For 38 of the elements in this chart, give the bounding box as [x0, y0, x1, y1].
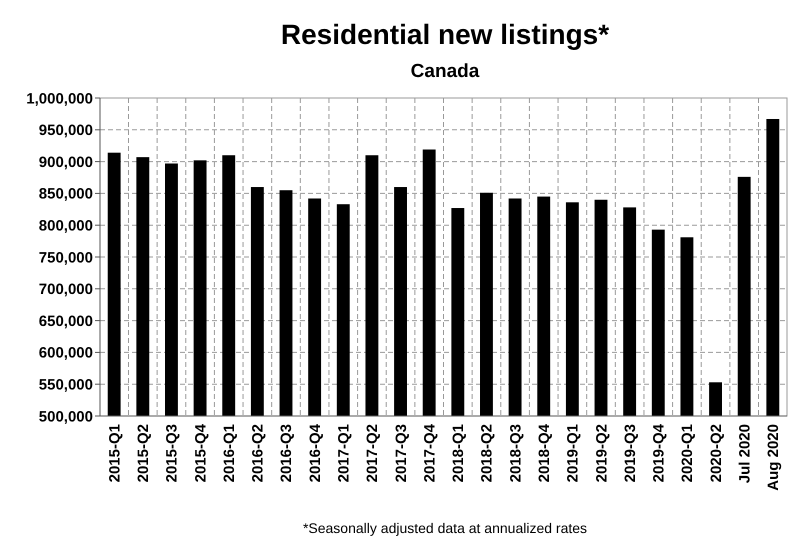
x-tick-label: 2020-Q2: [708, 424, 725, 482]
y-tick-label: 950,000: [38, 122, 93, 140]
x-tick-label: 2016-Q3: [278, 424, 296, 482]
text: *Seasonally adjusted data at annualized rates: [302, 520, 588, 536]
x-tick-label: 2016-Q1: [220, 424, 238, 482]
chart-title: Residential new listings*: [280, 19, 610, 50]
x-tick-label: 2019-Q1: [564, 424, 582, 482]
y-tick-label: 650,000: [38, 312, 93, 330]
y-tick-label: 550,000: [38, 376, 93, 394]
y-tick-label: 700,000: [38, 281, 93, 298]
y-tick-label: 900,000: [38, 154, 93, 171]
x-tick-label: 2018-Q1: [450, 424, 468, 482]
x-tick-label: 2016-Q2: [250, 424, 267, 482]
x-tick-label: 2020-Q1: [679, 424, 696, 482]
x-tick-label: Jul 2020: [736, 424, 754, 484]
x-tick-label: 2015-Q1: [106, 424, 124, 482]
x-tick-label: 2017-Q4: [421, 423, 438, 482]
x-tick-label: 2019-Q2: [593, 424, 610, 482]
y-tick-label: 500,000: [38, 408, 93, 426]
x-tick-label: 2018-Q4: [536, 423, 553, 482]
y-tick-label: 600,000: [38, 344, 93, 362]
x-tick-label: 2018-Q3: [507, 424, 524, 482]
x-tick-label: 2019-Q3: [622, 424, 639, 482]
x-tick-label: 2016-Q4: [306, 423, 324, 482]
x-tick-label: 2019-Q4: [650, 423, 668, 482]
x-tick-label: 2015-Q3: [164, 424, 181, 482]
x-tick-label: 2018-Q2: [478, 424, 496, 482]
y-tick-label: 800,000: [38, 217, 93, 234]
x-tick-label: 2015-Q2: [135, 424, 152, 482]
x-tick-label: 2015-Q4: [192, 423, 210, 482]
chart-subtitle: Canada: [410, 61, 480, 82]
x-tick-label: 2017-Q2: [364, 424, 382, 482]
x-tick-label: 2017-Q3: [392, 424, 410, 482]
x-tick-label: Aug 2020: [765, 424, 782, 491]
x-tick-label: 2017-Q1: [336, 424, 353, 482]
y-tick-label: 750,000: [38, 249, 93, 266]
y-tick-label: 1,000,000: [26, 90, 93, 108]
y-tick-label: 850,000: [38, 186, 93, 203]
